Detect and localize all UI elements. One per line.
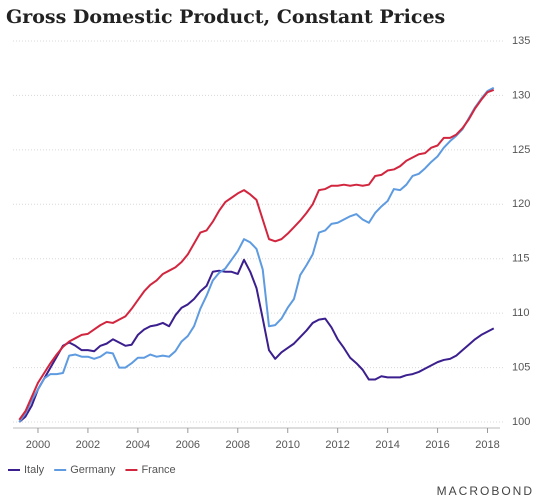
x-tick-label: 2002 — [76, 439, 100, 451]
x-tick-label: 2004 — [126, 439, 150, 451]
x-tick-label: 2010 — [275, 439, 299, 451]
chart-title: Gross Domestic Product, Constant Prices — [6, 6, 445, 28]
series-line — [18, 86, 495, 423]
y-tick-label: 105 — [512, 361, 530, 373]
x-tick-label: 2014 — [375, 439, 399, 451]
x-tick-label: 2012 — [325, 439, 349, 451]
legend-label: Italy — [24, 464, 45, 476]
y-tick-label: 110 — [512, 307, 530, 319]
source-label: MACROBOND — [437, 484, 534, 498]
x-tick-label: 2016 — [425, 439, 449, 451]
x-tick-label: 2008 — [226, 439, 250, 451]
series-line — [18, 89, 495, 421]
x-tick-label: 2018 — [475, 439, 499, 451]
y-tick-label: 135 — [512, 35, 530, 47]
series-line — [18, 258, 495, 423]
legend-label: France — [141, 464, 175, 476]
y-tick-label: 100 — [512, 416, 530, 428]
y-tick-label: 130 — [512, 89, 530, 101]
x-tick-label: 2000 — [26, 439, 50, 451]
legend-label: Germany — [70, 464, 116, 476]
y-tick-label: 125 — [512, 144, 530, 156]
y-tick-label: 120 — [512, 198, 530, 210]
y-tick-label: 115 — [512, 253, 530, 265]
x-tick-label: 2006 — [176, 439, 200, 451]
